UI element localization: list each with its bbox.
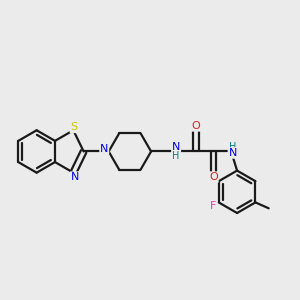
Text: F: F	[210, 201, 217, 211]
Text: S: S	[70, 122, 77, 132]
Text: N: N	[70, 172, 79, 182]
Text: N: N	[100, 143, 109, 154]
Text: H: H	[172, 151, 180, 161]
Text: N: N	[229, 148, 237, 158]
Text: O: O	[209, 172, 218, 182]
Text: H: H	[229, 142, 236, 152]
Text: O: O	[191, 121, 200, 131]
Text: N: N	[172, 142, 180, 152]
